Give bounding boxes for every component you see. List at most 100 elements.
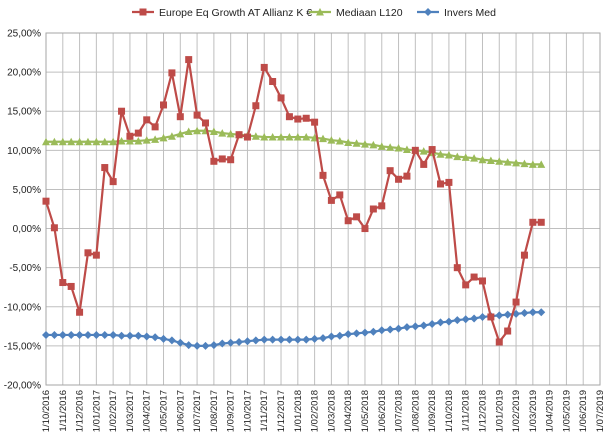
data-point bbox=[176, 338, 185, 347]
x-tick-label: 1/09/2017 bbox=[226, 390, 237, 432]
data-point bbox=[268, 133, 277, 141]
data-point bbox=[461, 153, 470, 161]
data-point bbox=[218, 155, 226, 163]
data-point bbox=[512, 298, 520, 306]
data-point bbox=[142, 332, 151, 341]
x-tick-label: 1/01/2017 bbox=[91, 390, 102, 432]
y-tick-label: 0,00% bbox=[13, 224, 41, 235]
x-tick-label: 1/06/2019 bbox=[578, 390, 589, 432]
data-point bbox=[487, 313, 495, 321]
x-tick-label: 1/05/2019 bbox=[561, 390, 572, 432]
data-point bbox=[495, 157, 504, 165]
data-point bbox=[537, 160, 546, 168]
data-point bbox=[394, 324, 403, 333]
data-point bbox=[92, 251, 100, 259]
data-point bbox=[167, 132, 176, 140]
data-point bbox=[444, 317, 453, 326]
data-point bbox=[352, 139, 361, 147]
y-tick-label: 15,00% bbox=[7, 107, 41, 118]
data-point bbox=[101, 164, 109, 172]
y-tick-label: -5,00% bbox=[9, 263, 41, 274]
data-point bbox=[310, 334, 319, 343]
data-point bbox=[277, 94, 285, 102]
x-tick-label: 1/07/2017 bbox=[192, 390, 203, 432]
data-point bbox=[117, 331, 126, 340]
data-point bbox=[403, 172, 411, 180]
data-point bbox=[159, 133, 168, 142]
data-point bbox=[184, 127, 193, 136]
data-point bbox=[462, 281, 470, 289]
data-point bbox=[377, 142, 386, 150]
data-point bbox=[109, 137, 118, 146]
data-point bbox=[520, 159, 529, 168]
data-point bbox=[428, 146, 436, 154]
data-point bbox=[134, 129, 142, 137]
axes: 25,00% 20,00% 15,00% 10,00% 5,00% 0,00% -5,00%… bbox=[4, 29, 605, 433]
data-point bbox=[83, 330, 92, 339]
x-tick-label: 1/08/2017 bbox=[209, 390, 220, 432]
y-tick-label: 5,00% bbox=[13, 185, 41, 196]
data-point bbox=[293, 335, 302, 344]
data-point bbox=[537, 308, 546, 317]
data-point bbox=[503, 310, 512, 319]
data-point bbox=[167, 336, 176, 345]
data-point bbox=[470, 314, 479, 323]
plot-area-border bbox=[45, 32, 601, 386]
data-point bbox=[411, 146, 419, 154]
x-tick-label: 1/02/2019 bbox=[511, 390, 522, 432]
data-point bbox=[151, 333, 160, 342]
data-point bbox=[50, 224, 58, 232]
data-point bbox=[344, 138, 353, 147]
data-point bbox=[125, 136, 134, 145]
data-point bbox=[512, 158, 521, 167]
legend-marker bbox=[424, 8, 432, 16]
data-point bbox=[42, 197, 50, 205]
data-point bbox=[168, 69, 176, 77]
data-point bbox=[495, 338, 503, 346]
x-tick-label: 1/11/2017 bbox=[259, 390, 270, 432]
y-tick-label: 25,00% bbox=[7, 29, 41, 40]
data-point bbox=[302, 335, 311, 344]
data-point bbox=[277, 335, 286, 344]
data-point bbox=[243, 133, 251, 141]
data-point bbox=[360, 328, 369, 337]
data-point bbox=[293, 133, 302, 141]
data-point bbox=[327, 332, 336, 341]
data-point bbox=[319, 171, 327, 179]
legend-label: Mediaan L120 bbox=[336, 7, 403, 19]
data-point bbox=[227, 156, 235, 164]
data-point bbox=[478, 312, 487, 321]
data-point bbox=[142, 136, 151, 144]
data-point bbox=[486, 156, 495, 165]
data-point bbox=[58, 137, 67, 146]
data-point bbox=[193, 126, 202, 135]
data-point bbox=[92, 137, 101, 146]
gridlines bbox=[45, 32, 601, 386]
x-tick-label: 1/12/2018 bbox=[477, 390, 488, 432]
series-group-2 bbox=[42, 308, 546, 350]
data-point bbox=[42, 137, 50, 146]
data-point bbox=[529, 218, 537, 226]
data-point bbox=[461, 315, 470, 324]
y-tick-label: -10,00% bbox=[4, 302, 41, 313]
data-point bbox=[386, 325, 395, 334]
data-point bbox=[50, 330, 59, 339]
x-tick-label: 1/08/2018 bbox=[410, 390, 421, 432]
data-point bbox=[344, 330, 353, 339]
data-point bbox=[503, 158, 512, 166]
data-point bbox=[134, 331, 143, 340]
data-point bbox=[504, 327, 512, 335]
x-tick-label: 1/04/2019 bbox=[545, 390, 556, 432]
data-point bbox=[277, 133, 286, 141]
data-point bbox=[378, 202, 386, 210]
data-point bbox=[395, 175, 403, 183]
x-tick-label: 1/12/2016 bbox=[75, 390, 86, 432]
data-point bbox=[193, 111, 201, 119]
data-point bbox=[537, 218, 545, 226]
x-tick-label: 1/10/2018 bbox=[444, 390, 455, 432]
x-tick-label: 1/04/2017 bbox=[142, 390, 153, 432]
data-point bbox=[353, 213, 361, 221]
data-point bbox=[453, 316, 462, 325]
y-tick-label: -20,00% bbox=[4, 381, 41, 392]
